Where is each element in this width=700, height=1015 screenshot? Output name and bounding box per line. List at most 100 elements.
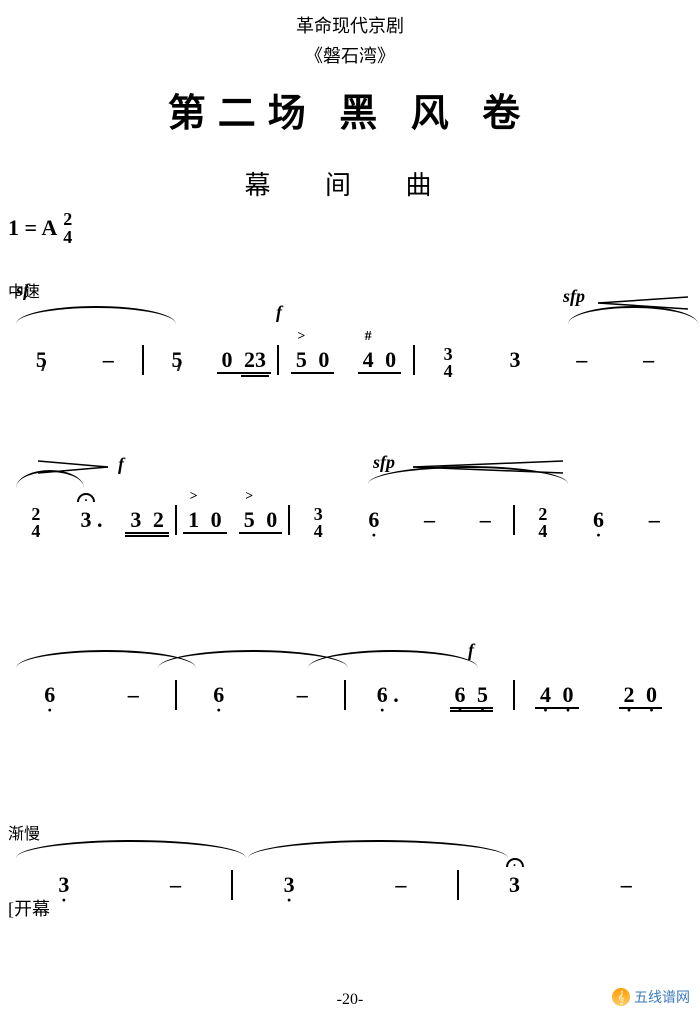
notation-cell: 2 0 <box>599 682 683 708</box>
notation-cell: – <box>261 682 345 708</box>
slur-mark <box>16 306 176 324</box>
rest-dash: – <box>621 872 632 897</box>
note: 6 <box>368 507 379 532</box>
time-signature-change: 24 <box>538 506 547 540</box>
notation-cell: – <box>402 507 458 533</box>
note: 4 <box>360 347 377 372</box>
beamed-group: 1 0 <box>183 507 227 534</box>
note: 5 <box>241 507 258 532</box>
dot: . <box>388 682 399 707</box>
notation-cell: 6 <box>346 507 402 533</box>
notation-cell: – <box>92 682 176 708</box>
notation-cell: – <box>570 872 682 898</box>
stage-direction-kaimu: [开幕 <box>8 895 50 921</box>
notation-cell: 24 <box>515 500 571 540</box>
watermark-text: 五线谱网 <box>634 987 690 1007</box>
slur-mark <box>308 650 478 668</box>
note: 0 <box>382 347 399 372</box>
beamed-group: 3 2 <box>125 507 169 534</box>
page-number: -20- <box>337 991 364 1009</box>
note: 6 <box>452 682 469 707</box>
note: 3 <box>58 872 69 897</box>
notation-cell: 0 23 <box>210 347 277 373</box>
notation-cell: 6 <box>571 507 627 533</box>
score-row: fsfp243 .3 21 05 0346––246– <box>8 500 682 540</box>
notation-cell: 5 0 <box>233 507 289 533</box>
note: 2 <box>621 682 638 707</box>
scene-title: 第二场 黑 风 卷 <box>0 68 700 137</box>
notation-cell: 5 <box>144 347 211 373</box>
rest-dash: – <box>128 682 139 707</box>
notation-cell: 34 <box>415 340 482 380</box>
note: 6 <box>44 682 55 707</box>
note: 5 <box>36 347 47 372</box>
notation-cell: 34 <box>290 500 346 540</box>
score-row: 3–3–3– <box>8 870 682 900</box>
notation-cell: 4 0 <box>346 347 413 373</box>
beamed-group: 4 0 <box>358 347 402 374</box>
notation-cell: 3 2 <box>119 507 175 533</box>
note: 4 <box>537 682 554 707</box>
note: 5 <box>474 682 491 707</box>
notation-cell: – <box>120 872 232 898</box>
rest-dash: – <box>424 507 435 532</box>
notation-cell: 5 0 <box>279 347 346 373</box>
rest-dash: – <box>103 347 114 372</box>
note: 0 <box>208 507 225 532</box>
cresc-hairpin-icon <box>413 460 563 474</box>
note: 2 <box>150 507 167 532</box>
notation-cell: 4 0 <box>515 682 599 708</box>
notation-cell: 5 <box>8 347 75 373</box>
note: 1 <box>185 507 202 532</box>
note: 23 <box>241 347 269 374</box>
note: 3 <box>284 872 295 897</box>
dot: . <box>92 507 103 532</box>
note: 5 <box>171 347 182 372</box>
rest-dash: – <box>395 872 406 897</box>
treble-clef-icon: 𝄞 <box>612 988 630 1006</box>
note: 3 <box>127 507 144 532</box>
dynamic-mark: f <box>276 302 282 323</box>
time-signature-change: 24 <box>31 506 40 540</box>
rest-dash: – <box>297 682 308 707</box>
note: 5 <box>293 347 310 372</box>
notation-cell: – <box>615 347 682 373</box>
header-line-1: 革命现代京剧 <box>0 0 700 38</box>
note: 3 <box>81 507 92 532</box>
score-row: sffsfp5–50 235 04 0343–– <box>8 340 682 380</box>
notation-cell: 3 . <box>64 507 120 533</box>
rest-dash: – <box>643 347 654 372</box>
time-num: 2 <box>63 210 72 228</box>
notation-cell: 6 . <box>346 682 430 708</box>
slur-mark <box>248 840 508 858</box>
note: 0 <box>315 347 332 372</box>
time-signature: 2 4 <box>63 210 72 246</box>
beamed-group: 5 0 <box>239 507 283 534</box>
time-den: 4 <box>63 228 72 246</box>
beamed-group: 5 0 <box>291 347 335 374</box>
notation-cell: 3 <box>482 347 549 373</box>
notation-cell: 24 <box>8 500 64 540</box>
notation-cell: – <box>457 507 513 533</box>
score-row: f6–6–6 .6 54 02 0 <box>8 680 682 710</box>
note: 6 <box>213 682 224 707</box>
rest-dash: – <box>170 872 181 897</box>
watermark: 𝄞 五线谱网 <box>612 987 690 1007</box>
time-signature-change: 34 <box>314 506 323 540</box>
dynamic-mark: sfp <box>563 286 585 307</box>
notation-cell: 6 <box>177 682 261 708</box>
notation-cell: 1 0 <box>177 507 233 533</box>
notation-cell: – <box>345 872 457 898</box>
note: 0 <box>560 682 577 707</box>
notation-cell: – <box>626 507 682 533</box>
subtitle: 幕 间 曲 <box>0 137 700 202</box>
notation-cell: 3 <box>233 872 345 898</box>
note: 0 <box>263 507 280 532</box>
tonic-text: 1 = A <box>8 215 57 241</box>
beamed-group: 6 5 <box>450 682 494 709</box>
note: 6 <box>593 507 604 532</box>
dynamic-mark: sf <box>16 280 29 301</box>
rest-dash: – <box>480 507 491 532</box>
rest-dash: – <box>649 507 660 532</box>
key-signature: 1 = A 2 4 <box>8 210 72 246</box>
